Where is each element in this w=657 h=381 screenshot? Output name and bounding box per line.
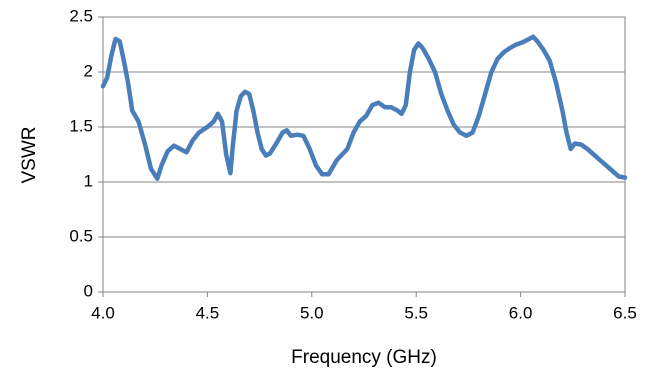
y-tick-label: 0.5	[69, 226, 93, 245]
x-tick-label: 6.5	[613, 303, 637, 322]
data-line	[100, 34, 628, 181]
y-axis-label: VSWR	[19, 127, 40, 184]
y-tick-label: 1.5	[69, 116, 93, 135]
x-tick-label: 5.5	[404, 303, 428, 322]
x-tick-label: 4.5	[196, 303, 220, 322]
x-axis-label: Frequency (GHz)	[291, 347, 437, 368]
x-tick-label: 4.0	[91, 303, 115, 322]
y-tick-label: 2	[84, 61, 93, 80]
y-tick-label: 2.5	[69, 6, 93, 25]
y-tick-label: 0	[84, 281, 93, 300]
y-tick-label: 1	[84, 171, 93, 190]
x-tick-label: 6.0	[509, 303, 533, 322]
x-tick-label: 5.0	[300, 303, 324, 322]
